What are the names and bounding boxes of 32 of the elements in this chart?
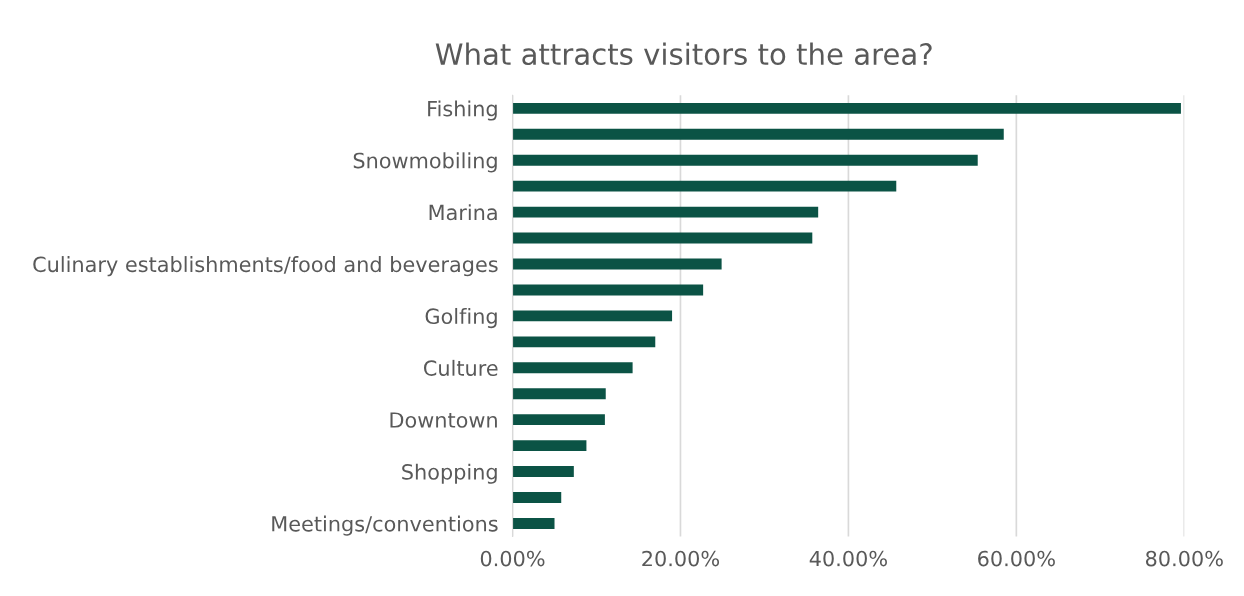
x-tick-label: 0.00% — [480, 550, 545, 567]
y-tick-label: Culture — [423, 359, 498, 376]
bar — [512, 440, 587, 452]
bar — [512, 180, 897, 192]
bar — [512, 517, 555, 529]
bar — [512, 284, 704, 296]
x-tick-label: 80.00% — [1145, 550, 1223, 567]
x-tick-label: 60.00% — [978, 550, 1055, 567]
y-tick-label: Meetings/conventions — [272, 515, 498, 536]
y-tick-label: Culinary establishments/food and beverages — [33, 256, 498, 277]
y-tick-label: Fishing — [428, 100, 497, 121]
bar — [512, 492, 562, 503]
bar — [512, 310, 673, 322]
bar — [512, 154, 978, 166]
bar — [512, 388, 606, 400]
bar — [512, 336, 656, 348]
chart-title: What attracts visitors to the area? — [435, 42, 932, 66]
bar — [512, 466, 574, 477]
x-tick-label: 40.00% — [809, 550, 887, 567]
y-tick-label: Marina — [429, 204, 497, 221]
bar — [512, 232, 813, 244]
bar — [512, 258, 722, 270]
bar — [512, 414, 605, 426]
y-tick-label: Downtown — [390, 412, 497, 428]
bar — [512, 102, 1181, 114]
x-tick-label: 20.00% — [642, 550, 720, 567]
bar — [512, 362, 633, 374]
bar — [512, 128, 1004, 140]
y-tick-label: Golfing — [425, 307, 497, 329]
bar — [512, 206, 819, 218]
y-tick-label: Snowmobiling — [353, 152, 497, 173]
y-tick-label: Shopping — [402, 463, 497, 484]
